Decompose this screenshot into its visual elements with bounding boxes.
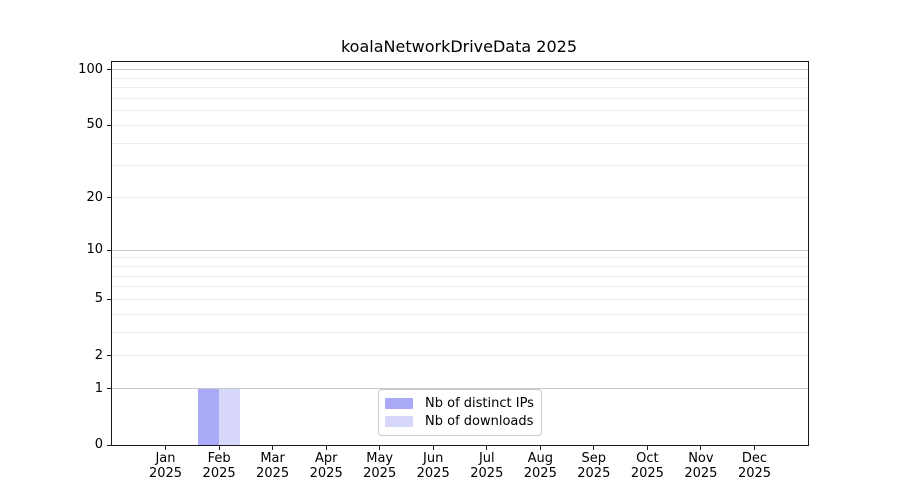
y-tick-mark-0 (107, 444, 111, 446)
y-gridline-minor-7 (112, 275, 808, 277)
y-gridline-minor-6 (112, 286, 808, 288)
y-gridline-minor-50 (112, 124, 808, 126)
y-gridline-minor-80 (112, 87, 808, 89)
x-tick-year-nov: 2025 (684, 466, 718, 481)
x-tick-month-oct: Oct (636, 451, 659, 466)
x-tick-month-mar: Mar (260, 451, 285, 466)
x-tick-mark-jul (486, 446, 488, 450)
x-tick-year-aug: 2025 (523, 466, 557, 481)
legend-label-nb-of-distinct-ips: Nb of distinct IPs (425, 395, 534, 411)
x-tick-label-dec: Dec 2025 (723, 451, 787, 481)
y-tick-mark-10 (107, 249, 111, 251)
legend-swatch-nb-of-distinct-ips (385, 397, 413, 409)
x-tick-label-sep: Sep 2025 (562, 451, 626, 481)
y-gridline-major-100 (112, 69, 808, 71)
x-tick-label-apr: Apr 2025 (294, 451, 358, 481)
x-tick-year-apr: 2025 (309, 466, 343, 481)
chart-title: koalaNetworkDriveData 2025 (340, 37, 577, 56)
y-gridline-minor-4 (112, 313, 808, 315)
y-tick-label-5: 5 (94, 291, 103, 307)
x-tick-month-jan: Jan (155, 451, 176, 466)
y-tick-mark-100 (107, 69, 111, 71)
legend: Nb of distinct IPs Nb of downloads (378, 389, 542, 436)
y-gridline-minor-40 (112, 142, 808, 144)
x-tick-label-feb: Feb 2025 (187, 451, 251, 481)
x-tick-month-aug: Aug (527, 451, 553, 466)
y-gridline-minor-9 (112, 257, 808, 259)
x-tick-mark-feb (218, 446, 220, 450)
x-tick-label-jan: Jan 2025 (134, 451, 198, 481)
x-tick-mark-apr (325, 446, 327, 450)
x-tick-month-nov: Nov (688, 451, 714, 466)
x-tick-label-jul: Jul 2025 (455, 451, 519, 481)
y-tick-mark-1 (107, 388, 111, 390)
x-tick-label-nov: Nov 2025 (669, 451, 733, 481)
y-tick-label-10: 10 (86, 242, 103, 258)
y-gridline-minor-20 (112, 197, 808, 198)
y-tick-label-50: 50 (86, 117, 103, 133)
y-tick-mark-5 (107, 298, 111, 300)
x-tick-month-dec: Dec (741, 451, 768, 466)
y-gridline-minor-30 (112, 165, 808, 167)
y-tick-mark-20 (107, 197, 111, 198)
x-tick-year-jan: 2025 (148, 466, 183, 481)
x-tick-label-aug: Aug 2025 (508, 451, 572, 481)
x-tick-label-may: May 2025 (348, 451, 412, 481)
legend-label-nb-of-downloads: Nb of downloads (425, 414, 534, 430)
y-gridline-minor-2 (112, 355, 808, 357)
x-tick-label-jun: Jun 2025 (401, 451, 465, 481)
x-tick-mark-may (379, 446, 381, 450)
y-tick-label-0: 0 (94, 437, 103, 452)
x-tick-month-apr: Apr (314, 451, 338, 466)
x-tick-year-feb: 2025 (202, 466, 236, 481)
y-tick-mark-50 (107, 124, 111, 126)
x-tick-month-feb: Feb (207, 451, 231, 466)
x-tick-month-sep: Sep (581, 451, 607, 466)
x-tick-year-jun: 2025 (416, 466, 450, 481)
y-tick-label-100: 100 (78, 61, 103, 77)
x-tick-mark-jun (432, 446, 434, 450)
y-gridline-minor-5 (112, 298, 808, 300)
bar-nb-of-downloads-feb (219, 388, 241, 445)
x-tick-year-oct: 2025 (630, 466, 664, 481)
x-tick-month-jul: Jul (478, 451, 495, 466)
legend-swatch-nb-of-downloads (385, 416, 413, 428)
plot-area (111, 61, 809, 446)
x-tick-mark-oct (646, 446, 648, 450)
y-gridline-major-1 (112, 388, 808, 390)
x-tick-year-dec: 2025 (737, 466, 772, 481)
legend-item-nb-of-downloads: Nb of downloads (385, 414, 533, 429)
x-tick-month-jun: Jun (423, 451, 444, 466)
x-tick-label-mar: Mar 2025 (241, 451, 305, 481)
x-tick-year-mar: 2025 (256, 466, 290, 481)
y-tick-label-2: 2 (94, 347, 103, 363)
legend-item-nb-of-distinct-ips: Nb of distinct IPs (385, 395, 534, 411)
x-tick-mark-sep (593, 446, 595, 450)
x-tick-label-oct: Oct 2025 (615, 451, 679, 481)
y-gridline-minor-8 (112, 265, 808, 267)
x-tick-year-jul: 2025 (470, 466, 504, 481)
x-tick-mark-nov (700, 446, 702, 450)
x-tick-mark-aug (539, 446, 541, 450)
y-gridline-minor-70 (112, 98, 808, 99)
x-tick-month-may: May (366, 451, 394, 466)
x-tick-year-sep: 2025 (577, 466, 611, 481)
x-tick-mark-jan (165, 446, 166, 450)
x-tick-mark-mar (272, 446, 274, 450)
bar-nb-of-distinct-ips-feb (197, 388, 220, 445)
x-tick-year-may: 2025 (363, 466, 397, 481)
y-gridline-minor-3 (112, 331, 808, 333)
x-tick-mark-dec (754, 446, 755, 450)
y-gridline-minor-60 (112, 110, 808, 112)
y-tick-mark-2 (107, 355, 111, 357)
y-gridline-minor-90 (112, 77, 808, 79)
y-tick-label-20: 20 (86, 189, 103, 205)
y-gridline-major-10 (112, 249, 808, 251)
y-tick-label-1: 1 (94, 380, 103, 396)
